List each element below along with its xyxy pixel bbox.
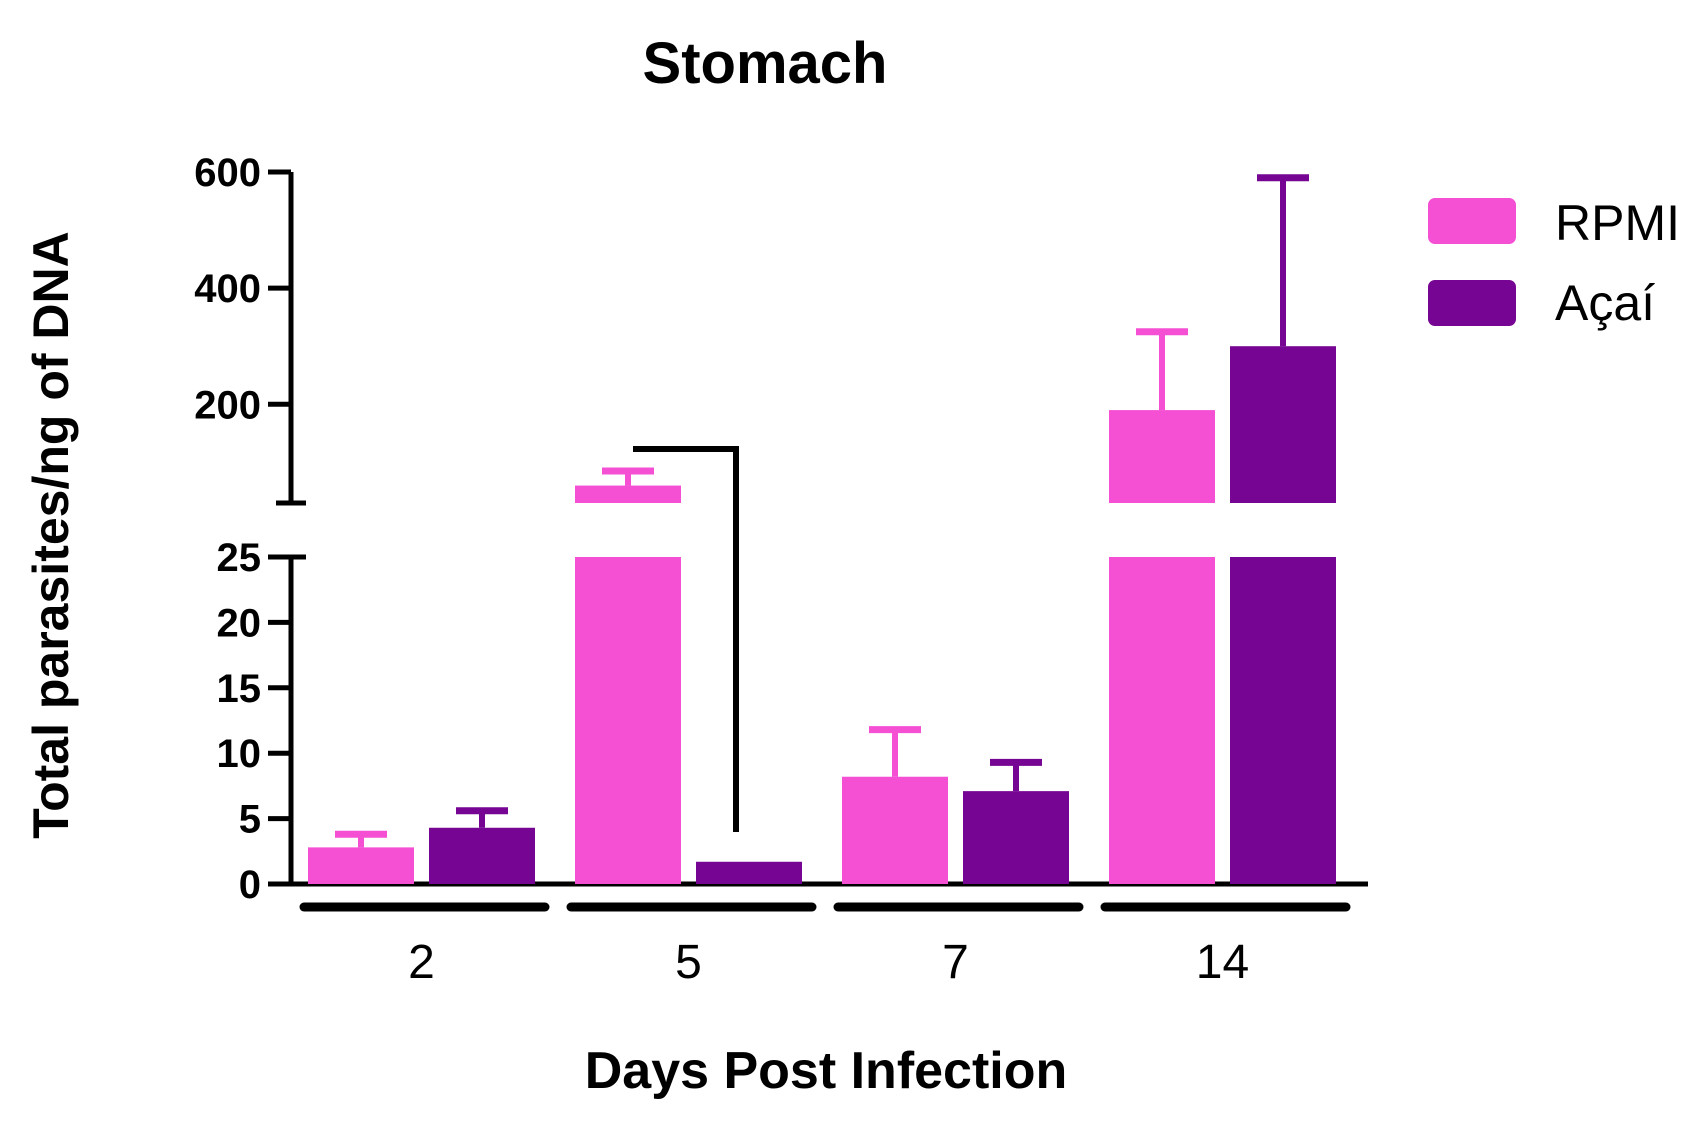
significance-bracket xyxy=(633,446,739,832)
y-tick-label: 15 xyxy=(217,667,262,711)
legend-label-rpmi: RPMI xyxy=(1555,195,1680,251)
bar-rpmi-day-2 xyxy=(308,847,414,884)
axes: 0 5 10 15 20 25 200 400 600 xyxy=(194,151,1368,907)
error-bars xyxy=(335,174,1309,848)
y-tick-label: 200 xyxy=(194,383,261,427)
bar-aa-day-14 xyxy=(1230,557,1336,884)
legend-swatch-rpmi xyxy=(1428,198,1516,244)
bar-rpmi-day-14 xyxy=(1109,557,1215,884)
legend-swatch-acai xyxy=(1428,280,1516,326)
y-tick-label: 400 xyxy=(194,267,261,311)
bar-aa-day-5 xyxy=(696,861,802,884)
chart-title: Stomach xyxy=(643,31,888,96)
bar-aa-day-2 xyxy=(429,827,535,884)
bar-aa-day-14-upper xyxy=(1230,346,1336,503)
bar-rpmi-day-14-upper xyxy=(1109,410,1215,503)
y-tick-label: 600 xyxy=(194,151,261,195)
y-tick-label: 10 xyxy=(217,732,262,776)
x-tick-label: 14 xyxy=(1196,936,1249,989)
y-axis-label: Total parasites/ng of DNA xyxy=(23,231,79,838)
y-tick-label: 0 xyxy=(239,863,261,907)
x-axis-label: Days Post Infection xyxy=(585,1042,1068,1100)
bar-rpmi-day-5-upper xyxy=(575,485,681,503)
significance-line xyxy=(633,446,739,832)
bar-rpmi-day-7 xyxy=(842,776,948,884)
bars xyxy=(308,346,1336,884)
bar-aa-day-7 xyxy=(963,791,1069,884)
y-tick-label: 25 xyxy=(217,536,262,580)
bar-rpmi-day-5 xyxy=(575,557,681,884)
x-tick-label: 7 xyxy=(942,936,969,989)
y-tick-label: 20 xyxy=(217,601,262,645)
legend-label-acai: Açaí xyxy=(1555,275,1655,331)
x-ticks: 2 5 7 14 xyxy=(299,902,1351,989)
x-tick-label: 5 xyxy=(675,936,702,989)
x-tick-label: 2 xyxy=(408,936,435,989)
y-tick-label: 5 xyxy=(239,798,261,842)
legend: RPMI Açaí xyxy=(1428,195,1680,331)
